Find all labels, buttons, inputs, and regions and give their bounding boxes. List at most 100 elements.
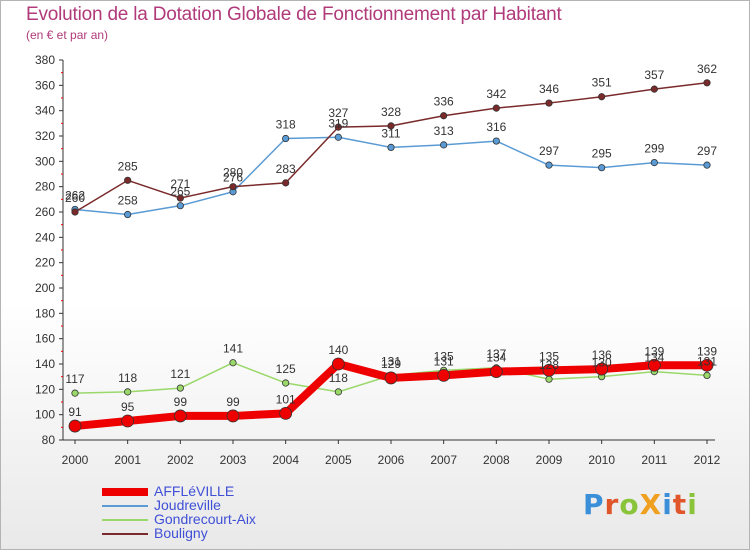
data-label: 99 (174, 395, 188, 409)
data-label: 276 (223, 171, 243, 185)
x-tick-label: 2012 (694, 453, 721, 467)
data-label: 139 (697, 344, 717, 358)
y-tick-label: 300 (35, 154, 55, 168)
data-point (334, 123, 342, 131)
data-point (282, 134, 290, 143)
data-label: 95 (121, 400, 135, 414)
data-point (124, 388, 132, 396)
data-point (71, 389, 79, 397)
data-label: 280 (223, 166, 243, 180)
data-label: 265 (170, 185, 190, 199)
data-label: 328 (381, 105, 401, 119)
data-label: 135 (434, 349, 454, 363)
y-tick-label: 200 (35, 281, 55, 295)
data-label: 131 (697, 354, 717, 368)
data-label: 91 (68, 405, 82, 419)
data-point (334, 388, 342, 396)
data-label: 260 (65, 191, 85, 205)
data-point (703, 79, 711, 87)
data-point (440, 112, 448, 120)
data-label: 351 (592, 76, 612, 90)
data-label: 135 (539, 349, 559, 363)
x-tick-label: 2005 (325, 453, 352, 467)
data-point (595, 362, 609, 376)
y-tick-label: 240 (35, 230, 55, 244)
data-point (387, 143, 395, 151)
data-point (545, 375, 553, 383)
data-label: 121 (170, 367, 190, 381)
data-point (334, 133, 342, 141)
data-label: 118 (118, 371, 137, 385)
data-label: 262 (65, 188, 85, 202)
x-tick-label: 2008 (483, 453, 510, 467)
data-point (387, 122, 395, 130)
data-label: 99 (226, 395, 240, 409)
data-point (176, 202, 184, 210)
data-label: 129 (381, 357, 401, 371)
x-tick-label: 2007 (430, 453, 457, 467)
data-label: 131 (381, 354, 401, 368)
legend-swatch-joudreville (102, 505, 148, 507)
y-tick-label: 320 (35, 129, 55, 143)
legend-swatch-afflevile (102, 488, 148, 496)
x-tick-label: 2011 (641, 453, 667, 467)
x-tick-label: 2001 (114, 453, 141, 467)
y-tick-label: 80 (42, 433, 56, 447)
data-label: 118 (329, 371, 348, 385)
data-point (598, 164, 606, 172)
data-point (703, 161, 711, 169)
data-point (331, 357, 345, 371)
proxiti-logo: ProXiti (583, 488, 698, 521)
y-tick-label: 340 (35, 104, 55, 118)
data-label: 141 (223, 342, 243, 356)
x-tick-label: 2000 (62, 453, 89, 467)
y-tick-label: 100 (35, 408, 55, 422)
data-label: 134 (486, 351, 506, 365)
data-label: 128 (539, 358, 559, 372)
data-label: 299 (644, 142, 664, 156)
data-point (176, 384, 184, 392)
data-label: 316 (486, 120, 506, 134)
data-label: 134 (644, 351, 664, 365)
data-label: 313 (434, 124, 454, 138)
y-tick-label: 380 (35, 53, 55, 67)
data-point (545, 161, 553, 169)
y-tick-label: 120 (35, 382, 55, 396)
data-label: 283 (276, 162, 296, 176)
legend-swatch-gondrecourt-aix (102, 519, 148, 521)
data-point (173, 409, 187, 423)
data-point (226, 409, 240, 423)
data-point (68, 419, 82, 433)
x-tick-label: 2010 (588, 453, 615, 467)
data-point (703, 371, 711, 379)
data-point (492, 137, 500, 145)
chart-subtitle: (en € et par an) (26, 28, 109, 42)
data-label: 285 (118, 159, 138, 173)
data-point (176, 194, 184, 202)
data-label: 125 (276, 362, 296, 376)
data-point (700, 358, 714, 372)
data-label: 357 (644, 68, 664, 82)
data-point (124, 176, 132, 184)
x-tick-label: 2009 (536, 453, 563, 467)
data-label: 258 (118, 194, 138, 208)
data-point (542, 363, 556, 377)
data-label: 318 (276, 118, 296, 132)
data-point (492, 104, 500, 112)
data-point (71, 208, 79, 216)
y-tick-label: 160 (35, 332, 55, 346)
data-label: 131 (434, 354, 454, 368)
legend-label-afflevile: AFFLéVILLE (154, 483, 235, 499)
legend-label-bouligny: Bouligny (154, 525, 208, 541)
data-label: 139 (644, 344, 664, 358)
x-tick-label: 2003 (220, 453, 247, 467)
data-label: 297 (697, 144, 717, 158)
y-tick-label: 180 (35, 306, 55, 320)
data-label: 297 (539, 144, 559, 158)
data-label: 295 (592, 147, 612, 161)
data-label: 140 (328, 343, 348, 357)
data-point (437, 368, 451, 382)
data-label: 136 (592, 348, 612, 362)
data-point (124, 210, 132, 219)
